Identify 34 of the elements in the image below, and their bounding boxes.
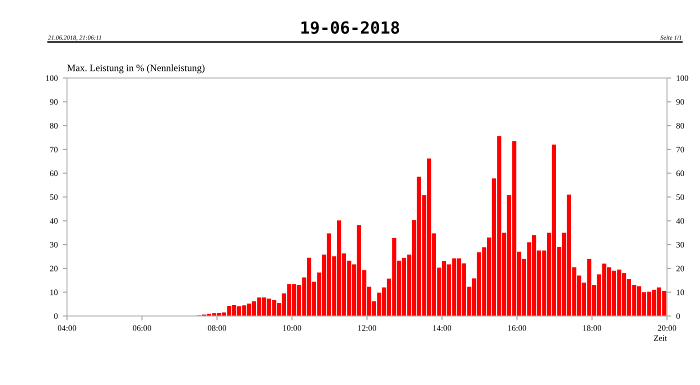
chart-title: 19-06-2018 (301, 21, 400, 34)
x-tick-label: 14:00 (433, 325, 452, 331)
y-tick-label: 30 (50, 242, 58, 248)
y2-tick-label: 90 (676, 99, 684, 105)
x-tick-label: 20:00 (658, 325, 676, 331)
y-tick-label: 100 (46, 75, 58, 81)
y-tick-label: 80 (50, 122, 58, 129)
y2-tick-label: 40 (676, 218, 684, 224)
y2-tick-label: 70 (676, 146, 684, 152)
y-tick-label: 50 (50, 194, 58, 200)
x-tick-label: 10:00 (283, 325, 302, 331)
x-tick-label: 16:00 (508, 325, 526, 331)
y-tick-label: 10 (50, 290, 58, 296)
x-tick-label: 18:00 (583, 325, 602, 331)
y2-tick-label: 50 (676, 194, 684, 200)
x-tick-label: 12:00 (358, 325, 376, 331)
y2-tick-label: 10 (676, 290, 684, 296)
y-tick-label: 70 (50, 146, 58, 152)
y2-tick-label: 30 (676, 242, 684, 248)
x-axis-title: Zeit (654, 335, 667, 341)
x-tick-label: 04:00 (58, 325, 76, 331)
x-tick-label: 06:00 (132, 325, 152, 331)
y2-tick-label: 80 (676, 122, 684, 129)
y2-tick-label: 0 (676, 313, 680, 319)
y-tick-label: 90 (50, 99, 58, 105)
y-tick-label: 20 (50, 266, 58, 272)
y2-tick-label: 60 (676, 170, 684, 176)
y2-tick-label: 20 (676, 266, 684, 272)
x-tick-label: 08:00 (208, 325, 226, 331)
y2-tick-label: 100 (676, 75, 688, 81)
y-tick-label: 60 (50, 170, 58, 176)
y-tick-label: 40 (50, 218, 58, 224)
y-axis-title: Max. Leistung in % (Nennleistung) (67, 64, 205, 74)
y-tick-label: 0 (54, 313, 58, 319)
